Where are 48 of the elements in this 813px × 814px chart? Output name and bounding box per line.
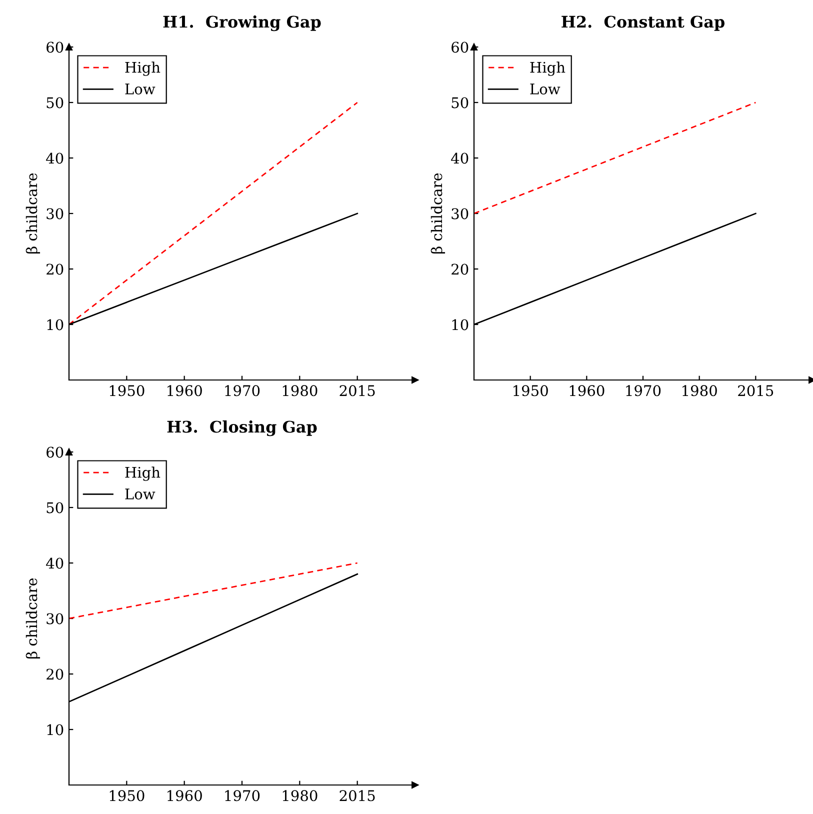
y-tick-label: 50 [46, 502, 64, 514]
legend-label: High [530, 62, 566, 76]
y-tick-label: 60 [452, 42, 468, 53]
x-tick-label: 1970 [626, 385, 661, 396]
x-tick-label: 1960 [168, 385, 202, 396]
x-tick-label: 2015 [340, 385, 375, 396]
y-axis-title: β childcare [26, 578, 40, 658]
legend-label: Low [125, 488, 156, 500]
x-tick-label: 1970 [225, 790, 260, 802]
y-tick-label: 10 [47, 319, 64, 330]
x-tick-label: 2015 [738, 385, 774, 396]
y-tick-label: 40 [46, 152, 64, 164]
chart-title: H2. Constant Gap [562, 16, 725, 31]
y-tick-label: 20 [46, 264, 64, 275]
y-tick-label: 40 [46, 558, 64, 569]
y-tick-label: 30 [452, 208, 468, 220]
y-tick-label: 20 [452, 264, 468, 275]
x-tick-label: 1980 [682, 385, 717, 396]
y-axis-title: β childcare [430, 173, 446, 254]
x-tick-label: 1970 [225, 385, 260, 396]
legend-label: High [125, 466, 160, 481]
x-tick-label: 1980 [282, 385, 318, 396]
y-tick-label: 10 [47, 724, 64, 736]
chart-title: H3. Closing Gap [167, 420, 317, 436]
legend-label: Low [125, 84, 156, 94]
y-tick-label: 20 [46, 668, 64, 680]
y-tick-label: 40 [451, 152, 468, 164]
x-tick-label: 1950 [110, 790, 144, 802]
y-tick-label: 60 [46, 42, 64, 53]
line-series [69, 102, 358, 326]
chart-title: H1. Growing Gap [163, 15, 321, 32]
x-tick-label: 1950 [110, 385, 144, 396]
y-tick-label: 60 [46, 446, 64, 458]
y-tick-label: 10 [452, 319, 468, 330]
x-tick-label: 1960 [168, 790, 202, 802]
y-tick-label: 50 [46, 97, 64, 108]
x-tick-label: 2015 [340, 790, 375, 802]
x-tick-label: 1960 [570, 385, 604, 396]
y-tick-label: 30 [46, 208, 64, 220]
x-tick-label: 1980 [282, 790, 318, 802]
y-axis-title: β childcare [26, 173, 40, 254]
y-tick-label: 50 [452, 97, 468, 108]
legend-label: Low [530, 84, 560, 94]
line-series [474, 102, 756, 214]
x-tick-label: 1950 [514, 385, 548, 396]
legend-label: High [125, 62, 160, 76]
y-tick-label: 30 [46, 613, 64, 624]
line-series [69, 562, 358, 620]
